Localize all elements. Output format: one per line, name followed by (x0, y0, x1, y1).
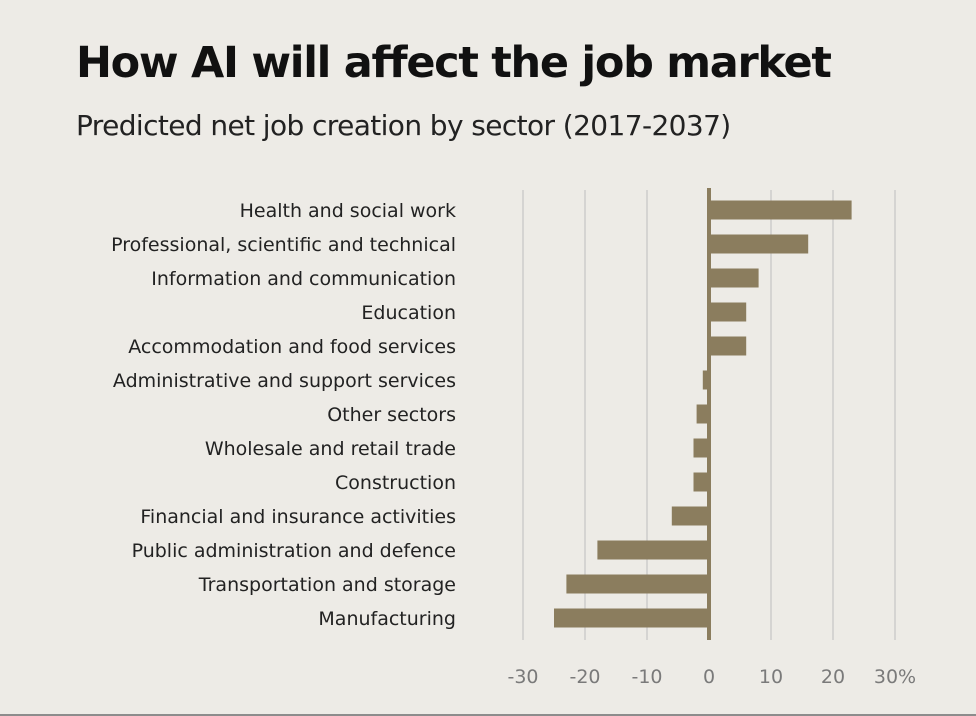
category-label: Public administration and defence (132, 540, 456, 562)
tick-label: -10 (631, 666, 662, 688)
bar (709, 302, 747, 322)
bar (709, 200, 852, 220)
tick-label: 10 (759, 666, 783, 688)
bar (702, 370, 709, 390)
bar (671, 506, 709, 526)
category-label: Health and social work (240, 200, 456, 222)
category-label: Administrative and support services (113, 370, 456, 392)
tick-label: 0 (703, 666, 715, 688)
bar (566, 574, 709, 594)
category-label: Education (361, 302, 456, 324)
bar (693, 438, 709, 458)
category-label: Financial and insurance activities (140, 506, 456, 528)
category-label: Accommodation and food services (128, 336, 456, 358)
category-label: Construction (335, 472, 456, 494)
bar (554, 608, 709, 628)
category-label: Wholesale and retail trade (205, 438, 456, 460)
chart-subtitle: Predicted net job creation by sector (20… (76, 109, 731, 142)
tick-label: 30% (874, 666, 916, 688)
x-axis-ticks: -30 -20 -10 0 10 20 30% (507, 666, 916, 688)
grid-lines (522, 190, 896, 640)
bar (696, 404, 709, 424)
category-label: Manufacturing (318, 608, 456, 630)
bar (693, 472, 709, 492)
bar (709, 234, 809, 254)
tick-label: 20 (821, 666, 845, 688)
category-label: Other sectors (327, 404, 456, 426)
category-label: Professional, scientific and technical (111, 234, 456, 256)
tick-label: -20 (569, 666, 600, 688)
chart-title: How AI will affect the job market (76, 38, 832, 88)
bar (709, 268, 759, 288)
category-label: Transportation and storage (198, 574, 456, 596)
category-labels: Health and social work Professional, scie… (111, 200, 456, 630)
bars (554, 200, 852, 628)
bar (597, 540, 709, 560)
tick-label: -30 (507, 666, 538, 688)
category-label: Information and communication (151, 268, 456, 290)
bar (709, 336, 747, 356)
